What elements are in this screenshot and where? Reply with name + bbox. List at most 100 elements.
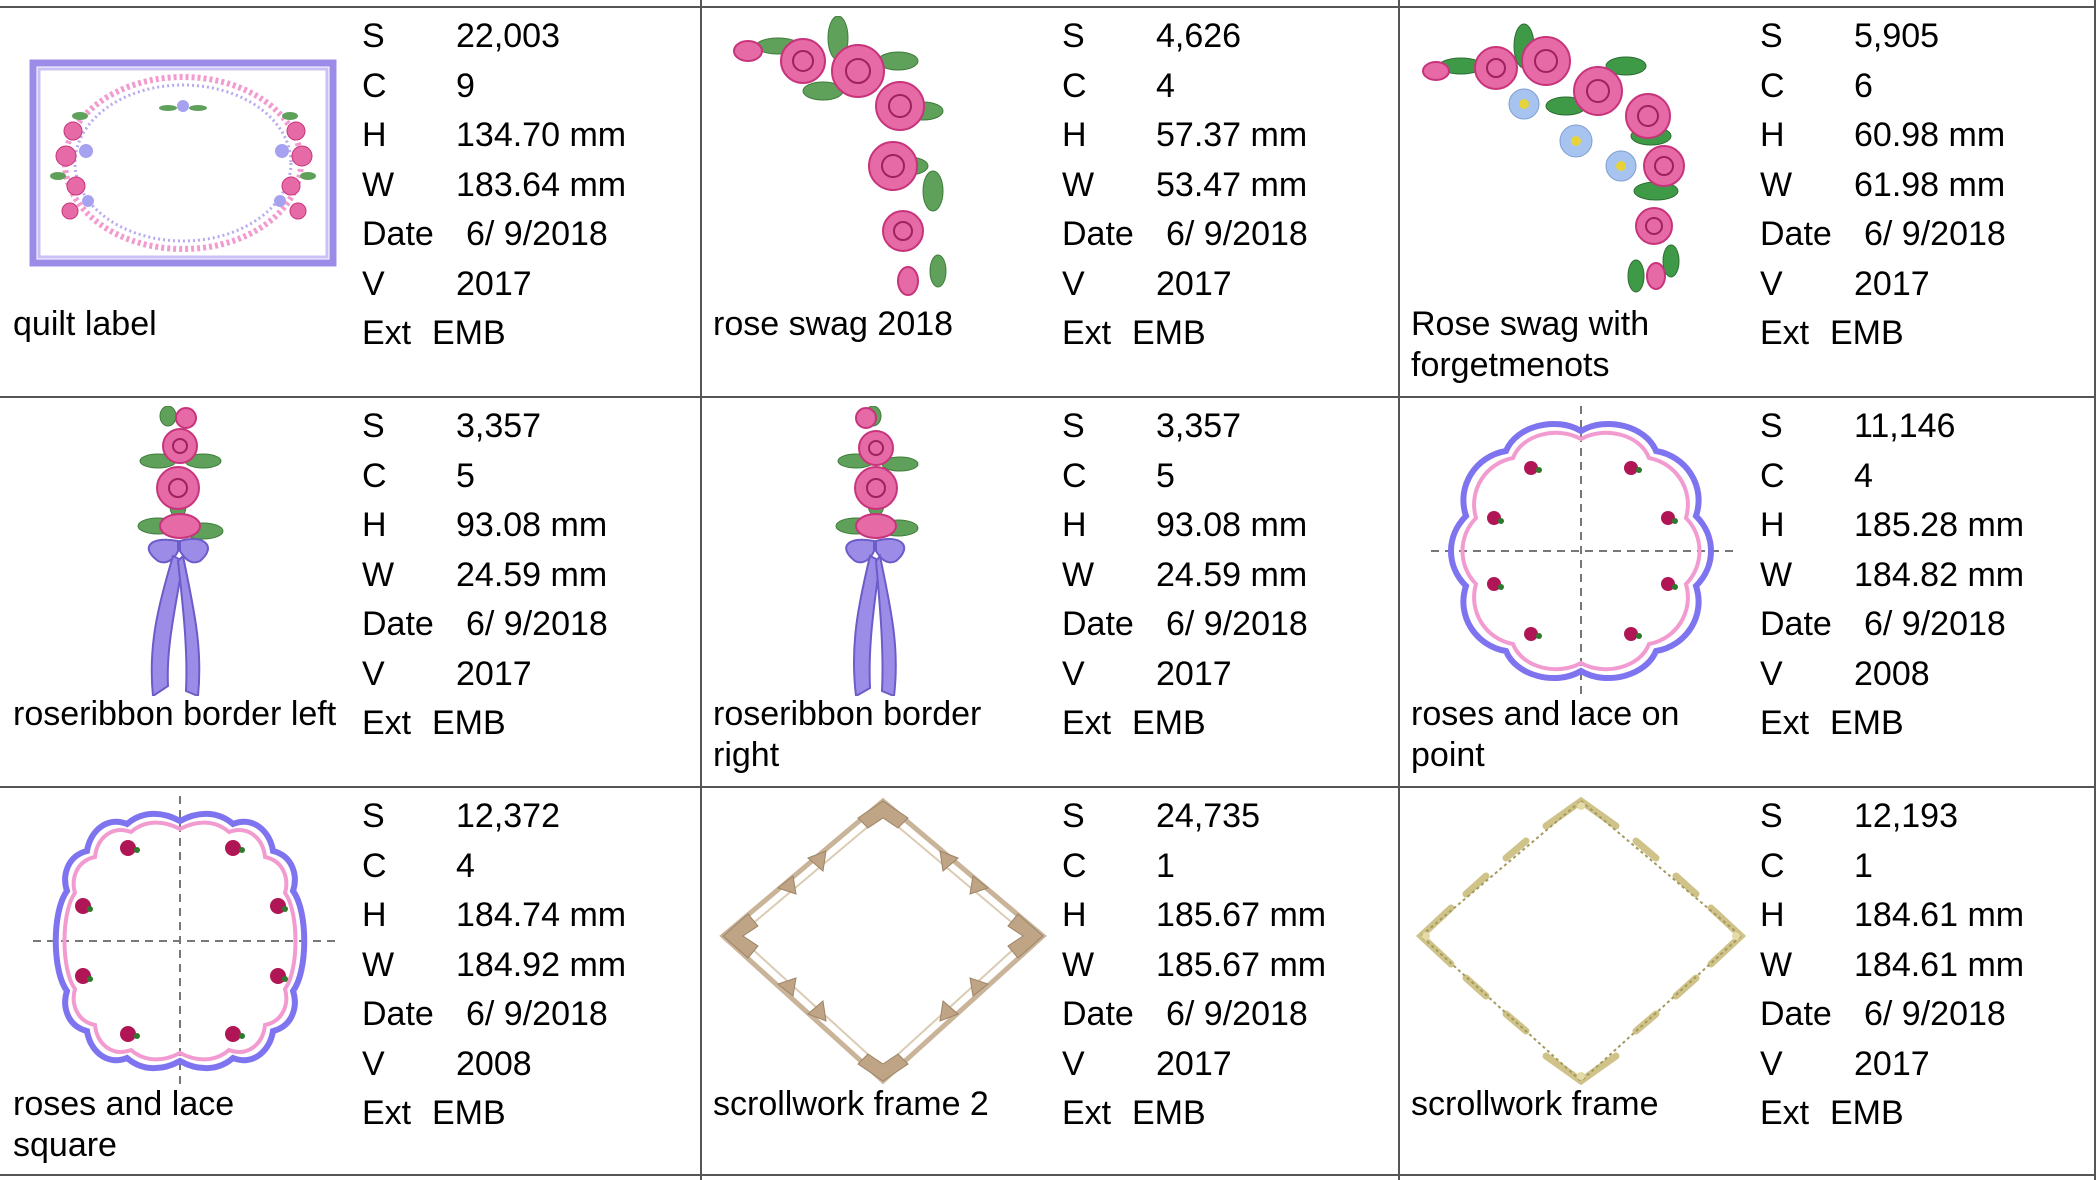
height-value: 93.08 mm [1156,506,1308,544]
extension-label: Ext [1062,1094,1112,1132]
extension-value: EMB [1132,1094,1206,1132]
height-row: H 93.08 mm [362,501,692,551]
height-label: H [1760,506,1785,544]
extension-row: Ext EMB [362,699,692,749]
extension-value: EMB [1830,704,1904,742]
colors-label: C [1760,846,1785,885]
extension-row: Ext EMB [1760,1089,2090,1139]
stitches-label: S [362,17,385,55]
date-row: Date 6/ 9/2018 [362,600,692,650]
extension-label: Ext [1062,314,1112,352]
width-value: 183.64 mm [456,165,627,204]
design-name: scrollwork frame [1411,1085,1659,1123]
colors-label: C [362,66,387,105]
scrollwork-frame-icon [1406,796,1746,1086]
stitches-label: S [362,797,385,835]
date-row: Date 6/ 9/2018 [362,990,692,1040]
roses-lace-point-icon [1406,406,1746,696]
version-row: V 2017 [362,260,692,310]
width-row: W 24.59 mm [1062,551,1392,601]
width-value: 24.59 mm [1156,555,1308,594]
extension-value: EMB [432,704,506,742]
width-row: W 185.67 mm [1062,941,1392,991]
extension-row: Ext EMB [1062,699,1392,749]
stitches-value: 11,146 [1854,407,1956,445]
width-value: 53.47 mm [1156,165,1308,204]
version-label: V [362,264,385,303]
colors-label: C [1760,66,1785,105]
extension-value: EMB [1830,314,1904,352]
date-label: Date [1760,995,1832,1033]
version-label: V [1760,1044,1783,1083]
version-value: 2017 [1854,264,1930,303]
version-label: V [1062,1044,1085,1083]
grid-divider-v2 [1398,0,1400,1180]
height-label: H [1760,896,1785,934]
height-row: H 184.61 mm [1760,891,2090,941]
colors-value: 6 [1854,66,1873,105]
extension-label: Ext [1760,314,1810,352]
date-value: 6/ 9/2018 [1864,605,2006,643]
design-name: roses and lace on point [1411,695,1680,774]
extension-label: Ext [362,704,412,742]
design-name: roseribbon border right [713,695,982,774]
extension-row: Ext EMB [362,309,692,359]
extension-row: Ext EMB [1062,309,1392,359]
stitches-value: 4,626 [1156,17,1242,55]
version-value: 2008 [1854,654,1930,693]
width-label: W [362,555,395,594]
date-label: Date [1760,215,1832,253]
stitches-label: S [1062,797,1085,835]
date-value: 6/ 9/2018 [1166,605,1308,643]
width-row: W 53.47 mm [1062,161,1392,211]
colors-value: 4 [456,846,475,885]
height-row: H 57.37 mm [1062,111,1392,161]
grid-divider-h2 [0,786,2094,788]
date-value: 6/ 9/2018 [1166,215,1308,253]
grid-divider-v1 [700,0,702,1180]
width-label: W [362,165,395,204]
colors-label: C [1062,456,1087,495]
design-name: quilt label [13,305,157,343]
version-row: V 2017 [1062,1040,1392,1090]
design-name: Rose swag with forgetmenots [1411,305,1650,384]
design-name: rose swag 2018 [713,305,954,343]
width-value: 24.59 mm [456,555,608,594]
stitches-row: S 24,735 [1062,792,1392,842]
stitches-label: S [1062,407,1085,445]
version-row: V 2008 [362,1040,692,1090]
width-value: 61.98 mm [1854,165,2006,204]
date-value: 6/ 9/2018 [466,605,608,643]
roses-lace-square-icon [8,796,348,1086]
version-label: V [1062,654,1085,693]
version-value: 2017 [1156,264,1232,303]
height-value: 60.98 mm [1854,116,2006,154]
version-row: V 2017 [1062,260,1392,310]
catalog-grid [0,6,2094,1176]
width-row: W 184.61 mm [1760,941,2090,991]
width-label: W [1062,945,1095,984]
stitches-label: S [1760,797,1783,835]
colors-value: 4 [1854,456,1873,495]
stitches-row: S 12,372 [362,792,692,842]
width-row: W 24.59 mm [362,551,692,601]
stitches-row: S 3,357 [362,402,692,452]
width-label: W [1062,165,1095,204]
colors-value: 1 [1854,846,1873,885]
date-row: Date 6/ 9/2018 [1062,600,1392,650]
extension-label: Ext [362,314,412,352]
